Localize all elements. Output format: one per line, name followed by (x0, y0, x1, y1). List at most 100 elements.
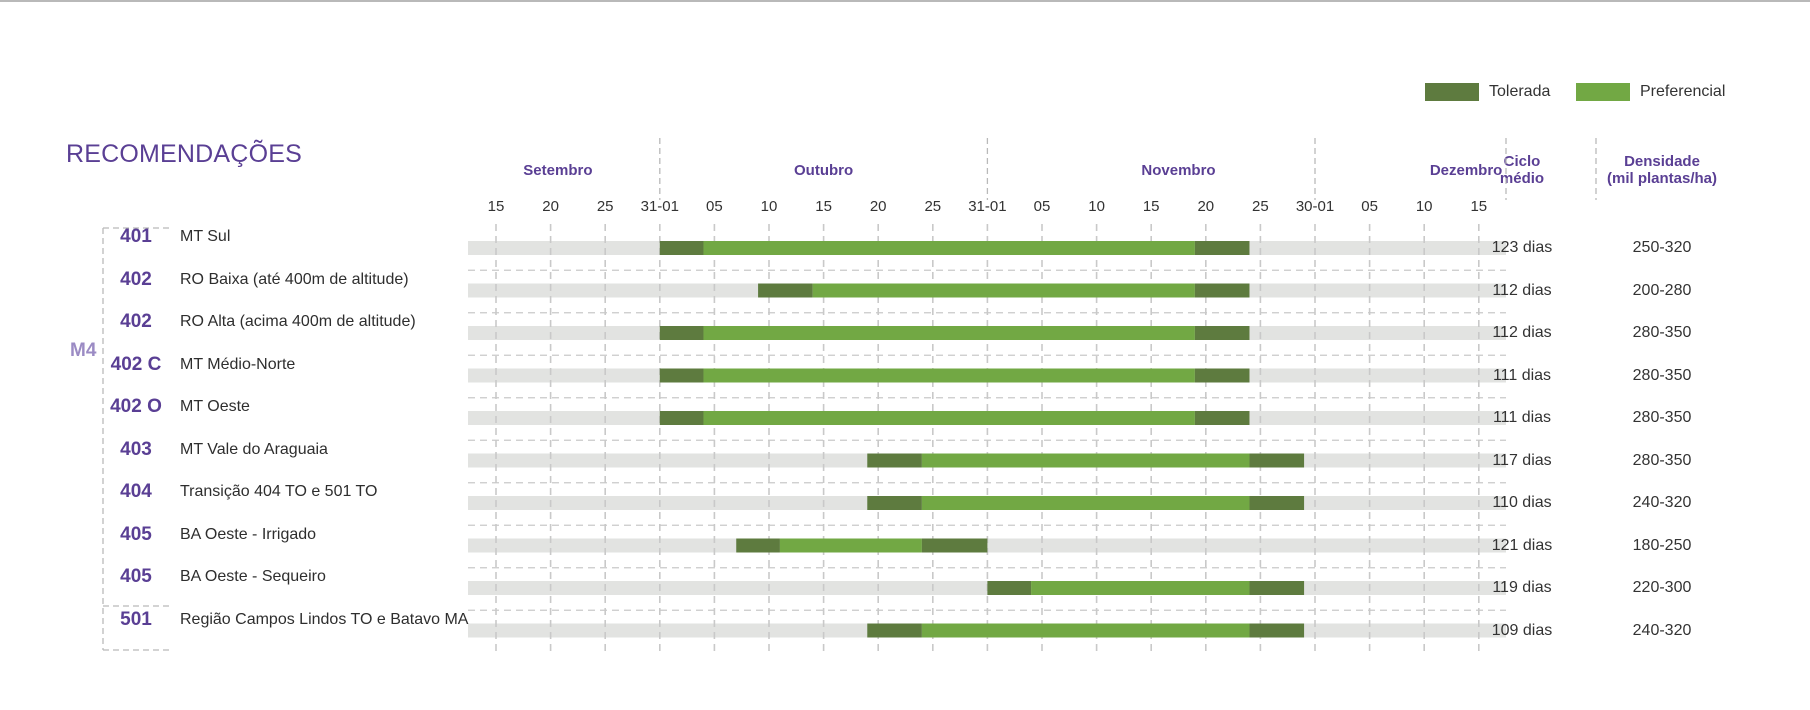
row-region: Região Campos Lindos TO e Batavo MA (180, 610, 469, 628)
cycle-column-header: Ciclo médio (1500, 153, 1544, 187)
row-cycle: 112 dias (1492, 324, 1552, 341)
preferred-segment (779, 538, 922, 553)
tick-label: 05 (1361, 198, 1378, 215)
tick-label: 05 (706, 198, 723, 215)
tick-label: 20 (869, 198, 887, 215)
preferred-segment (703, 326, 1195, 340)
tick-label: 15 (487, 198, 505, 215)
row-cycle: 112 dias (1492, 281, 1552, 299)
top-divider (0, 0, 1810, 2)
tolerated-segment (1249, 623, 1305, 638)
legend-swatch (1425, 83, 1479, 101)
page-title: RECOMENDAÇÕES (66, 140, 302, 168)
row-density: 220-300 (1632, 579, 1692, 596)
tick-label: 10 (1088, 198, 1105, 215)
row-code: 401 (120, 226, 152, 247)
tick-label: 10 (760, 198, 778, 215)
cycle-header-line: Ciclo (1503, 153, 1541, 170)
row-density: 280-350 (1632, 324, 1692, 341)
row-code: 402 (120, 311, 152, 332)
tolerated-segment (1194, 326, 1250, 340)
tolerated-segment (659, 241, 704, 255)
row-region: MT Vale do Araguaia (180, 440, 328, 458)
tolerated-segment (758, 283, 813, 298)
row-region: MT Sul (180, 228, 231, 245)
density-header-line: (mil plantas/ha) (1606, 170, 1718, 187)
tick-label: 31-01 (640, 198, 679, 215)
tick-label: 25 (1252, 198, 1269, 215)
row-region: Transição 404 TO e 501 TO (180, 483, 378, 500)
row-cycle: 119 dias (1492, 579, 1552, 596)
tick-label: 30-01 (1295, 198, 1335, 215)
tolerated-segment (659, 368, 704, 383)
row-code: 405 (120, 566, 152, 587)
tick-label: 15 (1470, 198, 1488, 215)
density-header-line: Densidade (1624, 153, 1700, 170)
legend-item: Tolerada (1425, 83, 1550, 101)
month-label: Outubro (794, 162, 854, 179)
row-cycle: 121 dias (1491, 536, 1553, 554)
tick-label: 20 (542, 198, 559, 215)
row-density: 240-320 (1632, 494, 1692, 511)
row-cycle: 110 dias (1492, 494, 1552, 511)
tolerated-segment (867, 453, 922, 468)
row-density: 200-280 (1632, 281, 1692, 299)
preferred-segment (812, 283, 1195, 298)
tick-label: 25 (924, 198, 942, 215)
tick-label: 05 (1033, 198, 1051, 215)
row-density: 280-350 (1632, 366, 1692, 384)
legend-label: Preferencial (1640, 83, 1726, 100)
preferred-segment (921, 623, 1250, 638)
legend-item: Preferencial (1576, 83, 1725, 101)
row-code: 402 O (110, 396, 162, 417)
cycle-header-line: médio (1499, 170, 1545, 187)
density-column-header: Densidade (mil plantas/ha) (1607, 153, 1717, 187)
row-cycle: 123 dias (1491, 239, 1553, 256)
group-label: M4 (70, 340, 97, 361)
row-cycle: 111 dias (1492, 366, 1552, 384)
tolerated-segment (659, 411, 704, 425)
legend-swatch (1576, 83, 1630, 101)
row-density: 240-320 (1632, 621, 1692, 639)
tolerated-segment (867, 496, 922, 510)
tolerated-segment (736, 538, 780, 553)
preferred-segment (703, 368, 1195, 383)
tolerated-segment (1249, 453, 1305, 468)
tolerated-segment (1194, 368, 1250, 383)
month-label: Setembro (523, 162, 593, 179)
row-code: 402 C (110, 353, 162, 375)
row-region: BA Oeste - Irrigado (180, 525, 317, 543)
tolerated-segment (1194, 283, 1250, 298)
tick-label: 20 (1197, 198, 1215, 215)
tick-label: 15 (815, 198, 832, 215)
tick-label: 10 (1415, 198, 1433, 215)
row-region: BA Oeste - Sequeiro (180, 568, 326, 585)
row-cycle: 111 dias (1492, 409, 1552, 426)
row-cycle: 109 dias (1491, 621, 1553, 639)
row-region: RO Alta (acima 400m de altitude) (180, 313, 416, 330)
tolerated-segment (659, 326, 704, 340)
row-density: 280-350 (1632, 409, 1692, 426)
preferred-segment (703, 241, 1195, 255)
row-region: MT Oeste (180, 398, 250, 415)
preferred-segment (703, 411, 1195, 425)
tolerated-segment (1194, 411, 1250, 425)
month-label: Novembro (1141, 162, 1216, 179)
tick-label: 31-01 (968, 198, 1007, 215)
tick-label: 25 (596, 198, 614, 215)
row-code: 501 (120, 608, 152, 630)
row-code: 405 (120, 523, 152, 545)
tolerated-segment (1249, 581, 1305, 595)
row-region: MT Médio-Norte (180, 355, 296, 373)
row-code: 404 (120, 481, 152, 502)
row-code: 403 (120, 438, 152, 460)
row-region: RO Baixa (até 400m de altitude) (180, 270, 409, 288)
tolerated-segment (987, 581, 1032, 595)
tick-label: 15 (1142, 198, 1160, 215)
preferred-segment (921, 453, 1250, 468)
tolerated-segment (867, 623, 922, 638)
legend-label: Tolerada (1489, 83, 1551, 100)
row-density: 280-350 (1632, 451, 1692, 469)
preferred-segment (921, 496, 1250, 510)
